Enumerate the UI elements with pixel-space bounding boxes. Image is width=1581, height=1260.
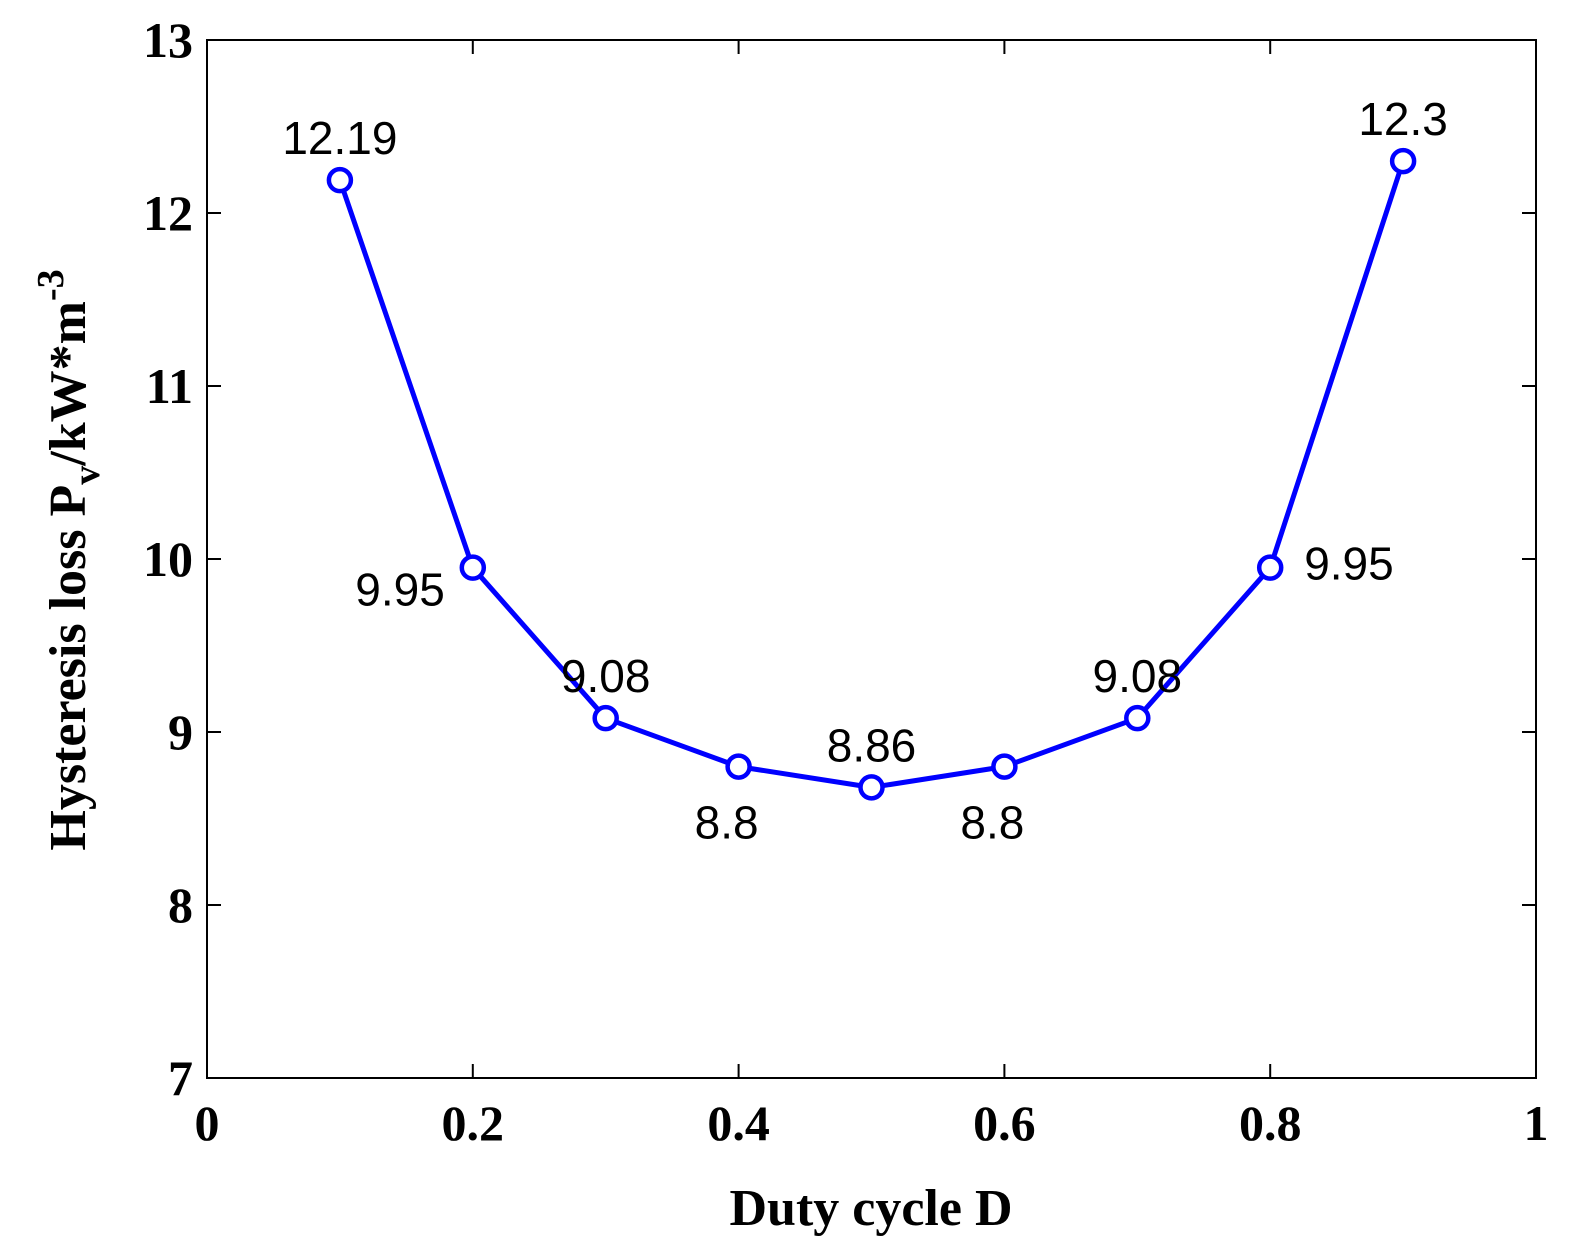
y-tick-label: 13 [143, 12, 193, 68]
y-tick-label: 10 [143, 531, 193, 587]
data-point-marker [1256, 554, 1284, 581]
y-axis-title: Hysteresis loss Pv/kW*m-3 [30, 269, 108, 850]
data-label: 8.8 [695, 797, 759, 849]
y-axis-title-subscript: v [66, 466, 108, 485]
x-tick-label: 0.2 [442, 1095, 505, 1151]
x-tick-label: 0.8 [1239, 1095, 1302, 1151]
data-point-marker [592, 704, 619, 732]
data-label: 12.19 [282, 112, 397, 164]
x-axis-title: Duty cycle D [729, 1180, 1012, 1237]
x-tick-label: 0 [195, 1095, 220, 1151]
data-labels-layer: 12.19 9.95 9.08 8.8 8.86 8.8 9.08 9.95 12.3 [282, 93, 1448, 849]
x-tick-label: 0.6 [973, 1095, 1036, 1151]
data-label: 9.95 [1304, 538, 1394, 590]
y-axis-title-main: Hysteresis loss P [40, 485, 97, 851]
data-point-marker [1124, 704, 1151, 732]
data-label: 9.08 [561, 650, 651, 702]
x-tick-label: 1 [1524, 1095, 1549, 1151]
y-axis-title-superscript: -3 [30, 269, 72, 301]
ticks-layer [206, 39, 1537, 1079]
y-axis-title-unit: /kW*m [40, 301, 97, 467]
data-label: 8.8 [960, 797, 1024, 849]
data-label: 12.3 [1358, 93, 1448, 145]
data-label: 9.08 [1093, 650, 1183, 702]
y-tick-label: 11 [146, 358, 193, 414]
tick-labels-layer: 0 0.2 0.4 0.6 0.8 1 7 8 9 10 11 12 13 [143, 12, 1549, 1151]
data-label: 8.86 [827, 719, 917, 771]
data-label: 9.95 [355, 564, 445, 616]
y-tick-label: 9 [168, 704, 193, 760]
data-point-marker [991, 753, 1018, 780]
data-point-marker [326, 166, 354, 194]
y-tick-label: 8 [168, 877, 193, 933]
data-point-marker [858, 774, 885, 801]
plot-area [206, 39, 1537, 1079]
y-tick-label: 12 [143, 185, 193, 241]
data-point-marker [725, 753, 752, 780]
data-point-marker [459, 554, 487, 581]
x-tick-label: 0.4 [707, 1095, 770, 1151]
markers-layer [326, 147, 1417, 801]
data-point-marker [1389, 147, 1417, 175]
y-tick-label: 7 [168, 1050, 193, 1106]
